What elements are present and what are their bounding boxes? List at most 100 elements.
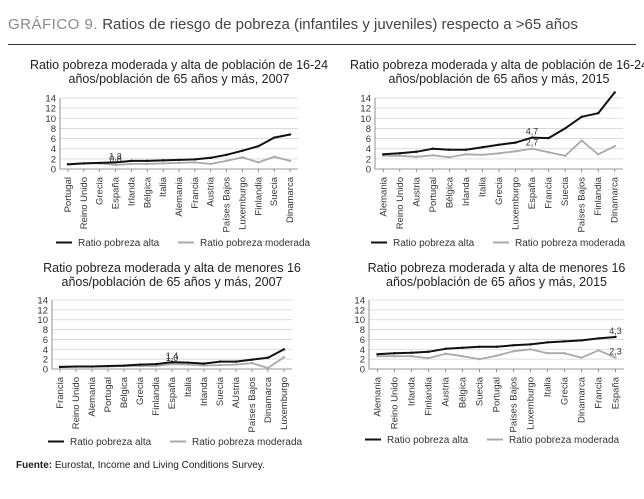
data-point — [431, 154, 435, 157]
y-tick-label: 8 — [360, 325, 365, 336]
x-tick-label: Alemania — [174, 176, 185, 216]
data-point — [546, 341, 549, 344]
data-point — [427, 356, 430, 360]
y-tick-label: 2 — [366, 154, 371, 165]
x-tick-label: Reino Unido — [79, 177, 90, 229]
data-point — [597, 349, 600, 352]
data-point — [225, 153, 228, 156]
x-tick-label: Irlanda — [126, 176, 137, 206]
data-point — [448, 156, 451, 159]
data-point — [597, 153, 600, 156]
data-label: 0,8 — [109, 154, 122, 164]
x-tick-label: Portugal — [492, 377, 503, 412]
figure-label: GRÁFICO 9. — [8, 16, 99, 33]
data-point — [98, 161, 101, 165]
legend-label: Ratio pobreza alta — [393, 238, 475, 249]
legend-label: Ratio pobreza moderada — [200, 238, 311, 249]
data-point — [563, 154, 567, 158]
y-tick-label: 6 — [366, 134, 371, 145]
x-tick-label: Suecia — [269, 176, 280, 206]
data-point — [257, 144, 260, 148]
data-label: 1,0 — [166, 353, 179, 363]
data-point — [382, 153, 385, 156]
data-point — [398, 154, 401, 158]
source-text: Eurostat, Income and Living Conditions S… — [54, 460, 265, 471]
data-point — [514, 150, 517, 153]
x-tick-label: Italia — [543, 376, 554, 397]
data-point — [218, 363, 222, 367]
x-tick-label: Bélgica — [444, 176, 455, 208]
data-point — [74, 365, 78, 368]
data-point — [177, 158, 181, 162]
chart-16-24-2015: Ratio pobreza moderada y alta de poblaci… — [350, 58, 644, 249]
data-label: 2,3 — [609, 347, 622, 357]
data-point — [186, 361, 190, 364]
data-label: 2,7 — [526, 138, 539, 148]
y-tick-label: 14 — [37, 296, 48, 307]
data-point — [241, 149, 244, 152]
data-point — [90, 365, 94, 368]
y-tick-label: 12 — [45, 104, 56, 115]
y-tick-label: 4 — [51, 144, 56, 155]
figure-title: GRÁFICO 9. Ratios de riesgo de pobreza (… — [8, 16, 578, 33]
data-point — [614, 335, 617, 339]
data-point — [234, 363, 238, 366]
x-tick-label: Austria — [206, 176, 217, 206]
y-tick-label: 10 — [45, 114, 56, 125]
data-point — [478, 357, 481, 361]
x-tick-label: Finlandia — [253, 176, 264, 215]
y-tick-label: 14 — [360, 94, 371, 105]
chart-title-line: Ratio pobreza moderada y alta de poblaci… — [350, 58, 644, 72]
y-tick-label: 4 — [360, 345, 365, 356]
chart-title-line: años/población de 65 años y más, 2007 — [62, 275, 283, 289]
data-point — [563, 127, 567, 130]
x-tick-label: Reino Unido — [71, 377, 82, 429]
chart-title-line: Ratio pobreza moderada y alta de menores… — [43, 261, 301, 275]
data-point — [464, 153, 468, 156]
data-point — [122, 364, 126, 367]
data-point — [547, 151, 550, 154]
x-tick-label: Alemania — [373, 376, 384, 416]
x-tick-label: Luxemburgo — [511, 177, 522, 230]
x-tick-label: Luxemburgo — [526, 377, 537, 430]
x-tick-label: Países Bajos — [577, 177, 588, 233]
x-tick-label: Dinamarca — [263, 376, 274, 423]
data-point — [282, 348, 286, 351]
data-point — [427, 350, 430, 353]
y-tick-label: 8 — [366, 124, 371, 135]
x-tick-label: Francia — [55, 376, 66, 408]
data-point — [415, 155, 418, 159]
x-tick-label: Dinamarca — [285, 176, 296, 223]
y-tick-label: 12 — [360, 104, 371, 115]
y-tick-label: 10 — [360, 114, 371, 125]
data-point — [193, 158, 197, 161]
source-label: Fuente: — [16, 460, 53, 471]
data-point — [410, 354, 413, 358]
chart-16-24-2007: Ratio pobreza moderada y alta de poblaci… — [30, 58, 328, 249]
data-point — [130, 162, 133, 166]
data-point — [481, 145, 484, 149]
x-tick-label: Italia — [183, 376, 194, 397]
data-point — [273, 155, 276, 159]
y-tick-label: 12 — [354, 305, 365, 316]
data-label: 4,3 — [609, 326, 622, 336]
x-tick-label: Italia — [477, 176, 488, 197]
data-point — [448, 148, 451, 151]
data-point — [146, 159, 149, 163]
data-point — [114, 161, 117, 164]
x-tick-label: Grecia — [494, 176, 505, 205]
data-point — [170, 362, 174, 366]
x-tick-label: Finlandia — [593, 176, 604, 215]
x-tick-label: Portugal — [103, 377, 114, 412]
data-point — [234, 360, 238, 363]
x-tick-label: Francia — [544, 176, 555, 208]
data-point — [393, 352, 396, 355]
data-point — [547, 136, 550, 140]
x-tick-label: España — [527, 176, 538, 209]
y-tick-label: 6 — [43, 335, 48, 346]
data-point — [161, 159, 165, 162]
data-point — [161, 162, 165, 165]
data-point — [250, 361, 254, 365]
